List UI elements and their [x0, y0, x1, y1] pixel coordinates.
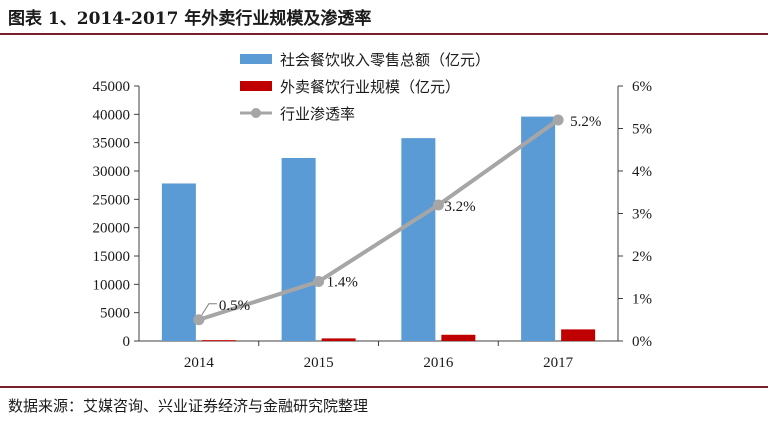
- y-left-tick-label: 20000: [93, 221, 131, 237]
- y-left-tick-label: 45000: [93, 79, 131, 95]
- title-divider: [0, 33, 768, 35]
- penetration-rate-line: [198, 118, 560, 322]
- y-left-tick-label: 15000: [93, 249, 131, 265]
- y-right-tick-label: 0%: [632, 334, 652, 350]
- y-left-tick-label: 30000: [93, 164, 131, 180]
- penetration-rate-label-2016: 3.2%: [444, 199, 475, 215]
- bar-series0-2014: [161, 183, 196, 341]
- legend-swatch-series1: [240, 81, 272, 91]
- penetration-rate-point-2014: [193, 314, 205, 326]
- y-left-tick-label: 0: [123, 334, 131, 350]
- source-note: 数据来源：艾媒咨询、兴业证券经济与金融研究院整理: [8, 397, 369, 415]
- y-left-tick-label: 40000: [93, 107, 131, 123]
- penetration-rate-label-2014: 0.5%: [219, 298, 250, 314]
- legend-swatch-series0: [240, 54, 272, 64]
- bar-series1-2016: [441, 334, 476, 341]
- chart-axes-layer: 0 5000 10000 15000 20000 25000 30000 35000 40000…: [93, 79, 653, 371]
- bar-series0-2017: [521, 116, 556, 341]
- legend-swatch-marker: [251, 108, 261, 118]
- bar-series0-2015: [281, 157, 316, 341]
- penetration-rate-label-2015: 1.4%: [327, 275, 358, 291]
- x-tick-label: 2015: [304, 355, 334, 371]
- y-right-tick-label: 3%: [632, 207, 652, 223]
- chart-line-layer: 0.5% 1.4% 3.2% 5.2%: [193, 114, 601, 326]
- penetration-rate-label-2017: 5.2%: [570, 114, 601, 130]
- y-left-tick-label: 5000: [100, 306, 130, 322]
- bar-series1-2014: [201, 340, 236, 342]
- data-label-leader-line: [201, 303, 217, 316]
- penetration-rate-point-2016: [432, 199, 444, 211]
- bar-series1-2015: [321, 338, 356, 341]
- penetration-rate-point-2017: [552, 114, 564, 126]
- bar-series0-2016: [401, 138, 436, 341]
- y-right-tick-label: 6%: [632, 79, 652, 95]
- legend-label-series0: 社会餐饮收入零售总额（亿元）: [280, 52, 490, 69]
- x-tick-label: 2017: [543, 355, 574, 371]
- y-left-tick-label: 25000: [93, 192, 131, 208]
- legend-label-series2: 行业渗透率: [280, 106, 355, 123]
- source-divider: [0, 386, 768, 388]
- y-left-tick-label: 35000: [93, 136, 131, 152]
- legend-label-series1: 外卖餐饮行业规模（亿元）: [280, 79, 460, 96]
- penetration-rate-point-2015: [313, 276, 325, 287]
- y-left-tick-label: 10000: [93, 277, 131, 293]
- figure-title: 图表 1、2014-2017 年外卖行业规模及渗透率: [8, 9, 372, 29]
- y-right-tick-label: 2%: [632, 249, 652, 265]
- bar-series1-2017: [561, 329, 596, 341]
- y-right-tick-label: 1%: [632, 292, 652, 308]
- y-right-tick-label: 5%: [632, 122, 652, 138]
- x-tick-label: 2014: [184, 355, 215, 371]
- x-tick-label: 2016: [423, 355, 454, 371]
- chart-bars-layer: [161, 116, 596, 342]
- chart-legend: 社会餐饮收入零售总额（亿元） 外卖餐饮行业规模（亿元） 行业渗透率: [240, 52, 490, 123]
- y-right-tick-label: 4%: [632, 164, 652, 180]
